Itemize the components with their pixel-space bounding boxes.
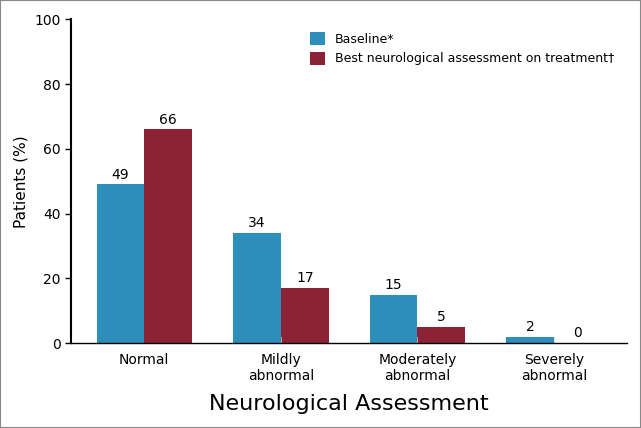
Bar [417, 327, 465, 343]
Text: 17: 17 [296, 271, 313, 285]
Bar [144, 129, 192, 343]
Bar [370, 294, 417, 343]
Bar [506, 336, 554, 343]
Bar [281, 288, 329, 343]
Text: 49: 49 [112, 168, 129, 182]
Bar [97, 184, 144, 343]
Text: 66: 66 [160, 113, 177, 127]
Text: 34: 34 [248, 217, 266, 230]
Text: 0: 0 [574, 327, 582, 341]
Text: 15: 15 [385, 278, 403, 292]
X-axis label: Neurological Assessment: Neurological Assessment [210, 394, 489, 414]
Y-axis label: Patients (%): Patients (%) [14, 135, 29, 228]
Text: 2: 2 [526, 320, 535, 334]
Bar [233, 233, 281, 343]
Text: 5: 5 [437, 310, 445, 324]
Legend: Baseline*, Best neurological assessment on treatment†: Baseline*, Best neurological assessment … [304, 26, 621, 71]
